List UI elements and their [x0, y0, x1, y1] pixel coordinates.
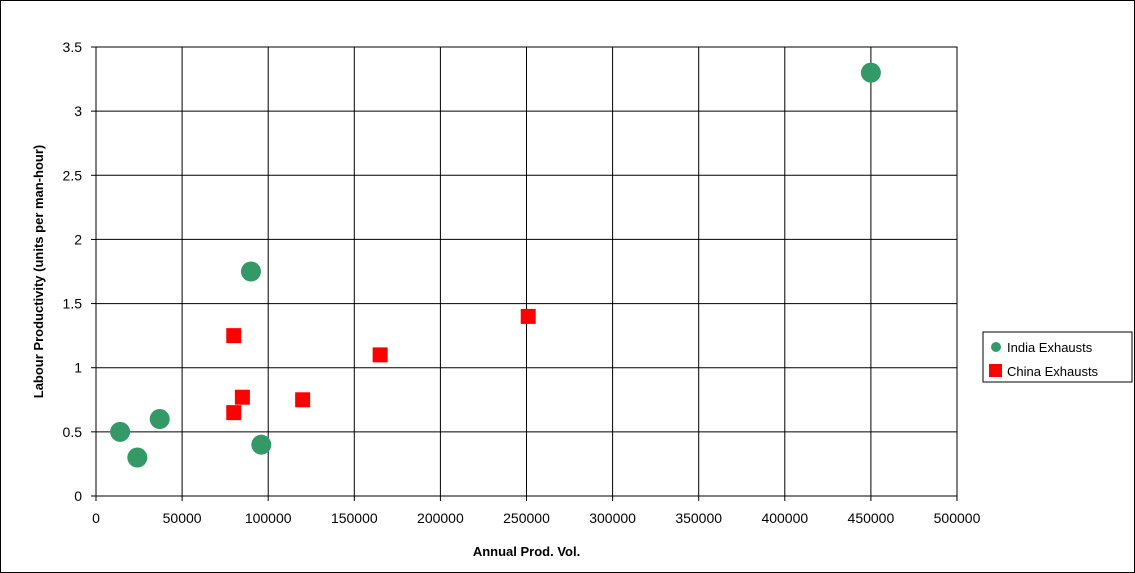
x-tick-label: 150000	[331, 510, 378, 526]
china-data-point	[520, 308, 536, 324]
legend-label: China Exhausts	[1007, 364, 1099, 379]
china-data-point	[226, 328, 242, 344]
china-data-point	[234, 389, 250, 405]
x-tick-label: 250000	[503, 510, 550, 526]
x-tick-label: 0	[92, 510, 100, 526]
x-tick-label: 350000	[675, 510, 722, 526]
y-tick-label: 1	[74, 360, 82, 376]
india-data-point	[251, 434, 272, 455]
y-tick-label: 3	[74, 103, 82, 119]
x-tick-label: 450000	[848, 510, 895, 526]
x-axis-title: Annual Prod. Vol.	[473, 544, 580, 559]
x-tick-label: 500000	[934, 510, 981, 526]
india-data-point	[240, 261, 261, 282]
x-tick-label: 50000	[163, 510, 202, 526]
x-tick-label: 300000	[589, 510, 636, 526]
legend-box	[982, 331, 1133, 383]
india-data-point	[127, 447, 148, 468]
india-data-point	[860, 62, 881, 83]
y-tick-label: 0.5	[63, 424, 83, 440]
legend-marker-india	[991, 342, 1001, 352]
china-data-point	[226, 405, 242, 421]
y-tick-label: 3.5	[63, 39, 83, 55]
legend-label: India Exhausts	[1007, 340, 1093, 355]
y-tick-label: 1.5	[63, 296, 83, 312]
y-axis-title: Labour Productivity (units per man-hour)	[31, 145, 46, 399]
china-data-point	[295, 392, 311, 408]
india-data-point	[110, 421, 131, 442]
y-tick-label: 2	[74, 231, 82, 247]
legend-marker-china	[989, 364, 1002, 377]
x-tick-label: 200000	[417, 510, 464, 526]
y-tick-label: 0	[74, 488, 82, 504]
india-data-point	[149, 409, 170, 430]
x-tick-label: 100000	[245, 510, 292, 526]
x-tick-label: 400000	[761, 510, 808, 526]
y-tick-label: 2.5	[63, 167, 83, 183]
china-data-point	[372, 347, 388, 363]
